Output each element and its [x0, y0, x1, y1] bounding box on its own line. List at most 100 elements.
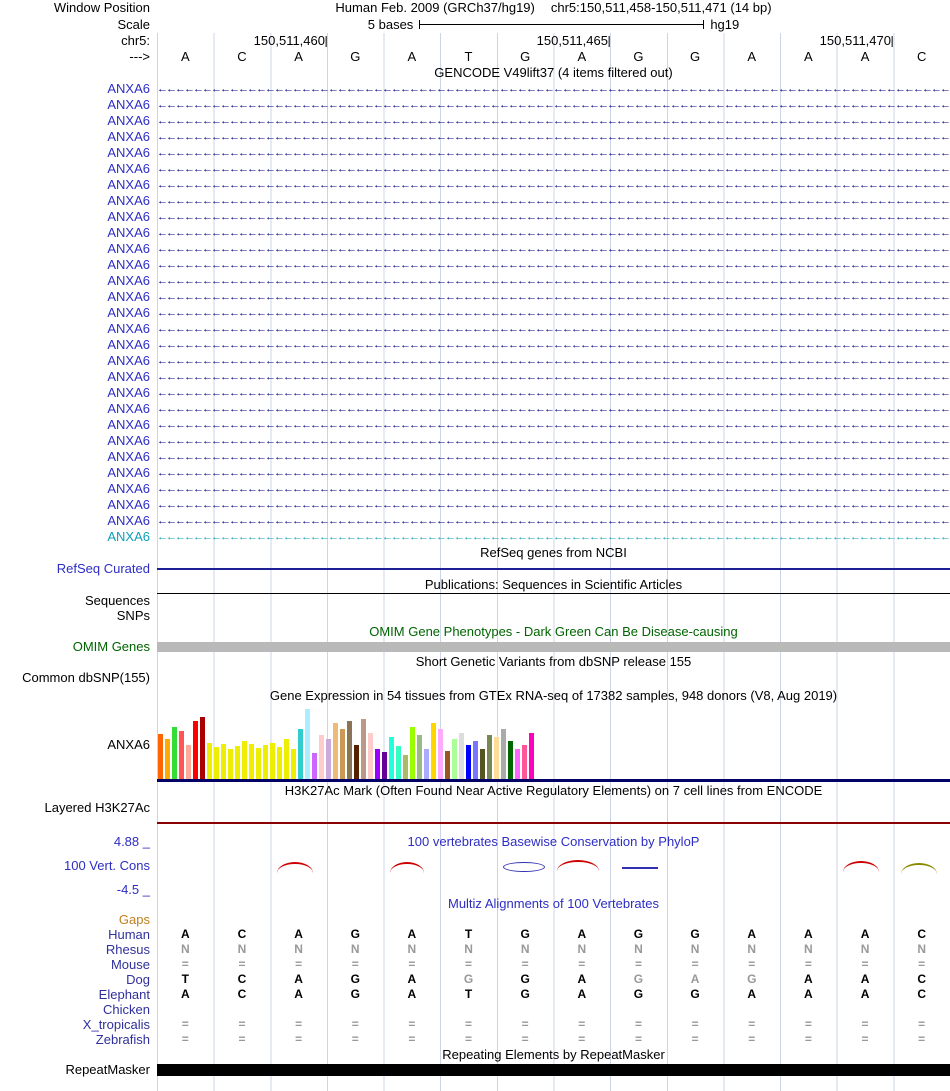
gencode-gene-label[interactable]: ANXA6 — [107, 385, 150, 400]
gencode-gene-label[interactable]: ANXA6 — [107, 241, 150, 256]
gtex-expression-bar[interactable] — [249, 744, 254, 779]
gencode-transcript-item[interactable]: ←←←←←←←←←←←←←←←←←←←←←←←←←←←←←←←←←←←←←←←←… — [157, 323, 950, 335]
gtex-expression-bar[interactable] — [242, 741, 247, 779]
gencode-transcript-item[interactable]: ←←←←←←←←←←←←←←←←←←←←←←←←←←←←←←←←←←←←←←←←… — [157, 163, 950, 175]
gtex-expression-bar[interactable] — [319, 735, 324, 779]
publications-track-title[interactable]: Publications: Sequences in Scientific Ar… — [424, 577, 683, 592]
multiz-track-title[interactable]: Multiz Alignments of 100 Vertebrates — [447, 896, 659, 911]
omim-track-title[interactable]: OMIM Gene Phenotypes - Dark Green Can Be… — [369, 624, 738, 639]
gencode-transcript-item[interactable]: ←←←←←←←←←←←←←←←←←←←←←←←←←←←←←←←←←←←←←←←←… — [157, 99, 950, 111]
multiz-species-label[interactable]: Human — [108, 927, 150, 942]
gtex-expression-bar[interactable] — [403, 755, 408, 779]
gtex-expression-bar[interactable] — [445, 751, 450, 779]
gencode-transcript-item[interactable]: ←←←←←←←←←←←←←←←←←←←←←←←←←←←←←←←←←←←←←←←←… — [157, 483, 950, 495]
gencode-gene-label[interactable]: ANXA6 — [107, 113, 150, 128]
multiz-species-label[interactable]: Zebrafish — [95, 1032, 150, 1047]
gencode-transcript-item[interactable]: ←←←←←←←←←←←←←←←←←←←←←←←←←←←←←←←←←←←←←←←←… — [157, 227, 950, 239]
gtex-expression-bar[interactable] — [340, 729, 345, 779]
gencode-transcript-item[interactable]: ←←←←←←←←←←←←←←←←←←←←←←←←←←←←←←←←←←←←←←←←… — [157, 355, 950, 367]
gtex-expression-bar[interactable] — [466, 745, 471, 779]
gencode-transcript-item[interactable]: ←←←←←←←←←←←←←←←←←←←←←←←←←←←←←←←←←←←←←←←←… — [157, 371, 950, 383]
gtex-expression-bar[interactable] — [298, 729, 303, 779]
gencode-transcript-item[interactable]: ←←←←←←←←←←←←←←←←←←←←←←←←←←←←←←←←←←←←←←←←… — [157, 195, 950, 207]
multiz-species-label[interactable]: X_tropicalis — [82, 1017, 150, 1032]
gtex-expression-bar[interactable] — [186, 745, 191, 779]
gtex-gene-model-line[interactable] — [157, 779, 950, 782]
gencode-gene-label[interactable]: ANXA6 — [107, 417, 150, 432]
gencode-transcript-item[interactable]: ←←←←←←←←←←←←←←←←←←←←←←←←←←←←←←←←←←←←←←←←… — [157, 403, 950, 415]
gtex-expression-bar[interactable] — [326, 739, 331, 779]
phylop-label[interactable]: 100 Vert. Cons — [64, 858, 150, 873]
gencode-transcript-item[interactable]: ←←←←←←←←←←←←←←←←←←←←←←←←←←←←←←←←←←←←←←←←… — [157, 115, 950, 127]
gencode-gene-label[interactable]: ANXA6 — [107, 161, 150, 176]
gencode-transcript-item[interactable]: ←←←←←←←←←←←←←←←←←←←←←←←←←←←←←←←←←←←←←←←←… — [157, 499, 950, 511]
gtex-expression-bar[interactable] — [347, 721, 352, 779]
gencode-gene-label[interactable]: ANXA6 — [107, 465, 150, 480]
multiz-species-label[interactable]: Dog — [126, 972, 150, 987]
publications-sequences-label[interactable]: Sequences — [84, 593, 150, 608]
gencode-gene-label[interactable]: ANXA6 — [107, 177, 150, 192]
gencode-transcript-item[interactable]: ←←←←←←←←←←←←←←←←←←←←←←←←←←←←←←←←←←←←←←←←… — [157, 291, 950, 303]
gtex-expression-bar[interactable] — [193, 721, 198, 779]
h3k27ac-signal-line[interactable] — [157, 822, 950, 824]
gencode-transcript-item[interactable]: ←←←←←←←←←←←←←←←←←←←←←←←←←←←←←←←←←←←←←←←←… — [157, 467, 950, 479]
gtex-expression-bar[interactable] — [389, 737, 394, 779]
omim-genes-label[interactable]: OMIM Genes — [72, 639, 150, 654]
publications-snps-label[interactable]: SNPs — [116, 608, 150, 623]
dbsnp-common-label[interactable]: Common dbSNP(155) — [22, 670, 150, 685]
gencode-transcript-item[interactable]: ←←←←←←←←←←←←←←←←←←←←←←←←←←←←←←←←←←←←←←←←… — [157, 435, 950, 447]
gtex-expression-bar[interactable] — [508, 741, 513, 779]
gtex-expression-bar[interactable] — [480, 749, 485, 779]
refseq-curated-item[interactable] — [157, 568, 950, 570]
gencode-gene-label[interactable]: ANXA6 — [107, 513, 150, 528]
gtex-expression-bar[interactable] — [312, 753, 317, 779]
gencode-transcript-item[interactable]: ←←←←←←←←←←←←←←←←←←←←←←←←←←←←←←←←←←←←←←←←… — [157, 147, 950, 159]
gencode-gene-label[interactable]: ANXA6 — [107, 337, 150, 352]
gtex-expression-bar[interactable] — [382, 752, 387, 779]
gencode-gene-label[interactable]: ANXA6 — [107, 321, 150, 336]
gtex-expression-bar[interactable] — [494, 737, 499, 779]
gencode-gene-label[interactable]: ANXA6 — [107, 449, 150, 464]
gtex-expression-bar[interactable] — [291, 749, 296, 779]
gencode-transcript-item[interactable]: ←←←←←←←←←←←←←←←←←←←←←←←←←←←←←←←←←←←←←←←←… — [157, 451, 950, 463]
gtex-expression-bar[interactable] — [158, 734, 163, 779]
gencode-transcript-item[interactable]: ←←←←←←←←←←←←←←←←←←←←←←←←←←←←←←←←←←←←←←←←… — [157, 515, 950, 527]
gtex-expression-bar[interactable] — [333, 723, 338, 779]
omim-gene-item[interactable] — [157, 642, 950, 652]
gtex-expression-bar[interactable] — [396, 746, 401, 779]
gtex-expression-bar[interactable] — [459, 733, 464, 779]
multiz-species-label[interactable]: Elephant — [98, 987, 150, 1002]
repeatmasker-item[interactable] — [157, 1064, 950, 1076]
gtex-expression-bar[interactable] — [473, 741, 478, 779]
gtex-track-title[interactable]: Gene Expression in 54 tissues from GTEx … — [269, 688, 838, 703]
gtex-expression-bar[interactable] — [410, 727, 415, 779]
gencode-gene-label[interactable]: ANXA6 — [107, 129, 150, 144]
gencode-gene-label[interactable]: ANXA6 — [107, 273, 150, 288]
gtex-expression-bar[interactable] — [487, 735, 492, 779]
repeatmasker-label[interactable]: RepeatMasker — [65, 1062, 150, 1077]
gencode-gene-label[interactable]: ANXA6 — [107, 353, 150, 368]
gtex-expression-bar[interactable] — [305, 709, 310, 779]
gtex-expression-bar[interactable] — [200, 717, 205, 779]
gtex-gene-label[interactable]: ANXA6 — [107, 736, 150, 752]
gtex-expression-bar[interactable] — [417, 735, 422, 779]
gencode-gene-label[interactable]: ANXA6 — [107, 497, 150, 512]
refseq-track-title[interactable]: RefSeq genes from NCBI — [480, 545, 627, 560]
gtex-expression-bar[interactable] — [501, 729, 506, 779]
gtex-expression-bar[interactable] — [354, 745, 359, 779]
gtex-expression-bar[interactable] — [375, 749, 380, 779]
gtex-expression-bar[interactable] — [263, 745, 268, 779]
gencode-gene-label[interactable]: ANXA6 — [107, 433, 150, 448]
gtex-expression-bar[interactable] — [424, 749, 429, 779]
gencode-gene-label[interactable]: ANXA6 — [107, 305, 150, 320]
gtex-expression-bar[interactable] — [221, 744, 226, 779]
gtex-expression-bar[interactable] — [235, 746, 240, 779]
multiz-species-label[interactable]: Chicken — [103, 1002, 150, 1017]
gtex-expression-bar[interactable] — [179, 731, 184, 779]
gtex-expression-bar[interactable] — [256, 748, 261, 779]
refseq-curated-label[interactable]: RefSeq Curated — [56, 561, 150, 576]
gencode-gene-label[interactable]: ANXA6 — [107, 193, 150, 208]
gtex-expression-bar[interactable] — [438, 729, 443, 779]
gencode-gene-label[interactable]: ANXA6 — [107, 209, 150, 224]
gtex-expression-bar[interactable] — [214, 747, 219, 779]
